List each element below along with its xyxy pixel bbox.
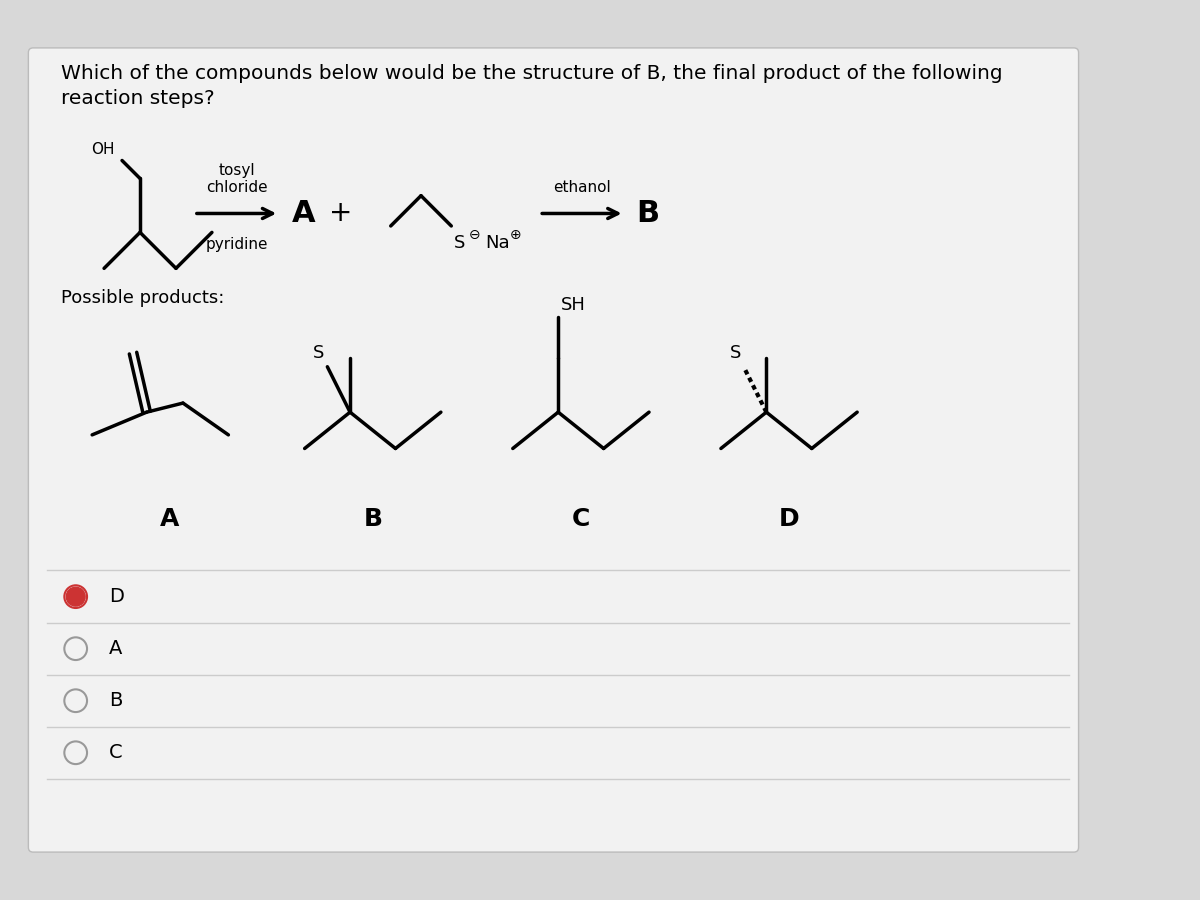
Text: ⊕: ⊕: [510, 228, 522, 242]
Text: A: A: [292, 199, 316, 228]
Text: A: A: [109, 639, 122, 658]
Text: B: B: [636, 199, 659, 228]
Text: D: D: [779, 507, 799, 531]
Text: D: D: [109, 587, 124, 606]
Text: OH: OH: [91, 141, 114, 157]
Text: C: C: [571, 507, 590, 531]
Text: chloride: chloride: [205, 180, 268, 194]
Text: B: B: [109, 691, 122, 710]
Text: SH: SH: [562, 296, 586, 314]
Text: S: S: [313, 344, 324, 362]
FancyBboxPatch shape: [29, 48, 1079, 852]
Circle shape: [66, 587, 85, 606]
Text: C: C: [109, 743, 122, 762]
Text: S: S: [730, 344, 740, 362]
Text: pyridine: pyridine: [205, 237, 268, 252]
Text: +: +: [329, 200, 353, 228]
Text: ethanol: ethanol: [553, 180, 611, 194]
Text: A: A: [160, 507, 179, 531]
Text: tosyl: tosyl: [218, 163, 254, 177]
Text: Which of the compounds below would be the structure of B, the final product of t: Which of the compounds below would be th…: [61, 64, 1003, 83]
Text: reaction steps?: reaction steps?: [61, 88, 215, 108]
Text: ⊖: ⊖: [468, 228, 480, 242]
Text: Possible products:: Possible products:: [61, 289, 224, 307]
Text: B: B: [364, 507, 383, 531]
Text: Na: Na: [485, 233, 510, 251]
Text: S: S: [454, 233, 466, 251]
